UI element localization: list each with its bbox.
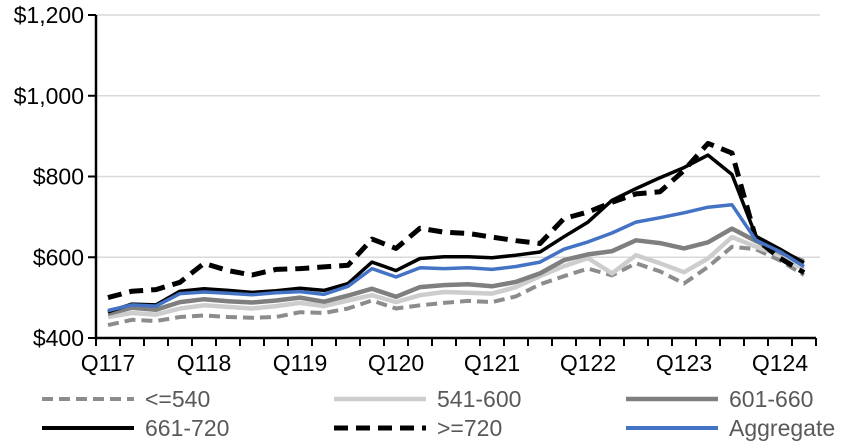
series-line-aggregate [107, 203, 805, 313]
series-line-541-600 [107, 234, 806, 320]
x-axis-tick-label: Q117 [81, 350, 136, 376]
x-axis-tick-label: Q121 [464, 350, 520, 376]
series-line--720 [107, 140, 806, 301]
x-axis-tick-label: Q120 [368, 350, 424, 376]
x-axis-tick-label: Q124 [752, 350, 808, 376]
series-line-601-660 [107, 226, 805, 316]
series-line--540 [107, 244, 806, 328]
y-axis-tick-label: $600 [33, 244, 84, 270]
series-line-661-720 [107, 153, 805, 314]
x-axis-tick-label: Q118 [177, 350, 232, 376]
y-axis-tick-label: $400 [33, 325, 84, 351]
y-axis-tick-label: $1,000 [14, 83, 84, 109]
y-axis-tick-label: $1,200 [14, 2, 84, 28]
x-axis-tick-label: Q122 [560, 350, 616, 376]
x-axis-tick-label: Q123 [656, 350, 712, 376]
x-axis-tick-label: Q119 [273, 350, 328, 376]
y-axis-tick-label: $800 [33, 164, 84, 190]
